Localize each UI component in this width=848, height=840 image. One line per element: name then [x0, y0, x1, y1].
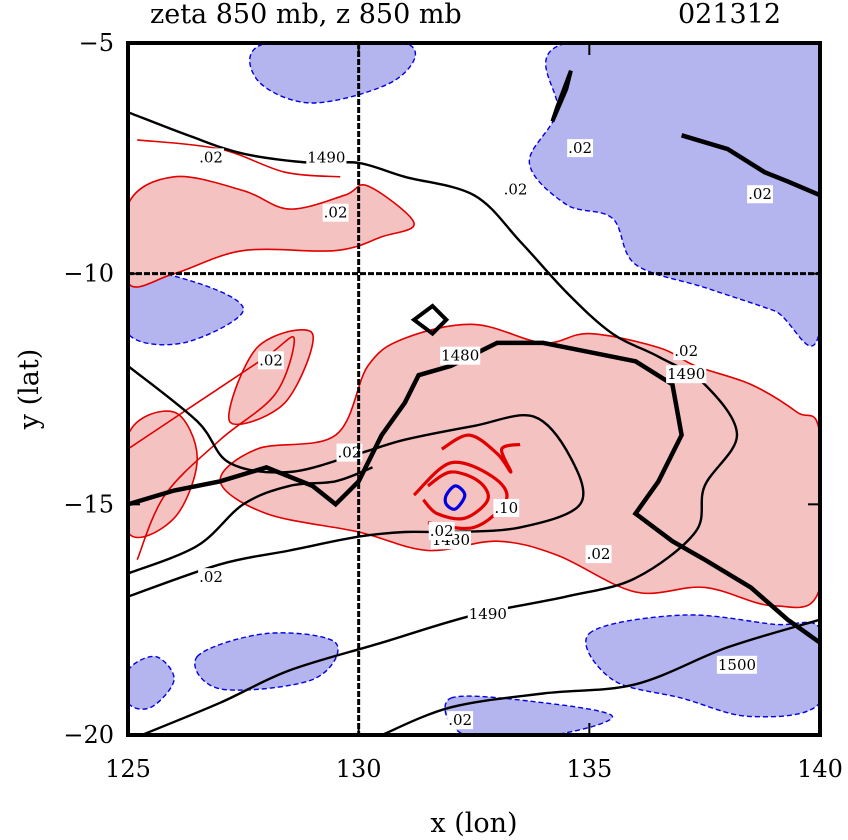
vorticity-contour-label: .02 [748, 185, 772, 203]
x-tick-label: 135 [566, 755, 612, 783]
vorticity-contour-label: .02 [199, 148, 223, 166]
geopotential-height-contour [381, 618, 820, 735]
x-axis-label: x (lon) [430, 808, 517, 839]
height-contour-label: 1490 [667, 365, 705, 383]
height-contour-label: 1490 [469, 605, 507, 623]
contour-label-background [716, 655, 758, 674]
positive-vorticity-region [219, 323, 820, 609]
contour-label-background [428, 522, 455, 541]
chart-title: zeta 850 mb, z 850 mb [150, 0, 462, 30]
contour-labels-layer: 149014801480149015001490.02.02.02.02.02.… [198, 139, 773, 730]
vorticity-contour-label: .02 [674, 342, 698, 360]
contour-label-background [198, 148, 224, 167]
y-tick-label: −15 [63, 490, 114, 518]
x-tick-label: 140 [797, 755, 843, 783]
plot-frame [126, 41, 822, 737]
vorticity-contour-label: .02 [568, 139, 592, 157]
vorticity-contour-line [128, 336, 296, 561]
vorticity-contour-label: .02 [324, 204, 348, 222]
closed-contour-outline [550, 69, 573, 123]
contour-label-background [502, 180, 529, 199]
negative-vorticity-center-contour [443, 484, 467, 511]
contour-label-background [306, 148, 347, 167]
negative-vorticity-region [585, 614, 820, 718]
negative-vorticity-region [248, 43, 417, 104]
negative-vorticity-region [194, 632, 339, 691]
date-code: 021312 [678, 0, 782, 30]
negative-vorticity-region [528, 43, 820, 347]
vorticity-maximum-contour [412, 460, 509, 530]
contour-label-background [440, 346, 481, 365]
vorticity-maximum-contour [422, 470, 490, 521]
closed-contour-outline [410, 303, 450, 337]
contour-label-background [258, 351, 284, 370]
contour-label-background [666, 365, 707, 384]
positive-vorticity-region [227, 329, 315, 426]
geopotential-height-contour [128, 466, 373, 575]
vorticity-contour-label: .02 [448, 711, 472, 729]
height-contour-label: 1490 [307, 148, 345, 166]
y-tick-label: −10 [63, 260, 114, 288]
contour-label-background [585, 545, 612, 564]
contour-label-background [467, 605, 508, 624]
contour-label-background [493, 498, 520, 517]
contour-label-background [567, 139, 594, 158]
contour-label-background [198, 568, 224, 587]
x-tick-label: 130 [336, 755, 382, 783]
thick-contour-line [128, 340, 820, 645]
y-tick-label: −5 [79, 29, 114, 57]
vorticity-contour-label: .02 [199, 568, 223, 586]
x-tick-label: 125 [105, 755, 151, 783]
negative-vorticity-layer [128, 43, 820, 735]
negative-vorticity-region [128, 655, 175, 710]
contour-lines-layer [128, 69, 820, 735]
axis-ticks: 125 130 135 140 −5 −10 −15 −20 [63, 29, 843, 783]
contour-label-background [322, 203, 349, 222]
positive-vorticity-region [128, 410, 199, 539]
thick-contour-line [680, 133, 820, 198]
vorticity-contour-line [137, 139, 341, 178]
height-contour-label: 1500 [718, 656, 756, 674]
vorticity-contour-label: .02 [504, 181, 528, 199]
vorticity-contour-label: .10 [494, 499, 518, 517]
height-contour-label: 1480 [441, 347, 479, 365]
vorticity-maximum-contour [440, 433, 521, 474]
vorticity-contour-label: .02 [430, 522, 454, 540]
vorticity-contour-label: .02 [259, 351, 283, 369]
contour-label-background [747, 185, 773, 204]
contour-label-background [447, 711, 474, 730]
negative-vorticity-region [128, 270, 244, 346]
y-axis-label: y (lat) [14, 349, 45, 431]
vorticity-contour-label: .02 [587, 545, 611, 563]
geopotential-height-contour [128, 364, 585, 598]
y-tick-label: −20 [63, 721, 114, 749]
contour-label-background [673, 342, 700, 361]
positive-vorticity-region [128, 175, 415, 288]
vorticity-contour-label: .02 [338, 444, 362, 462]
contour-label-background [336, 443, 363, 462]
